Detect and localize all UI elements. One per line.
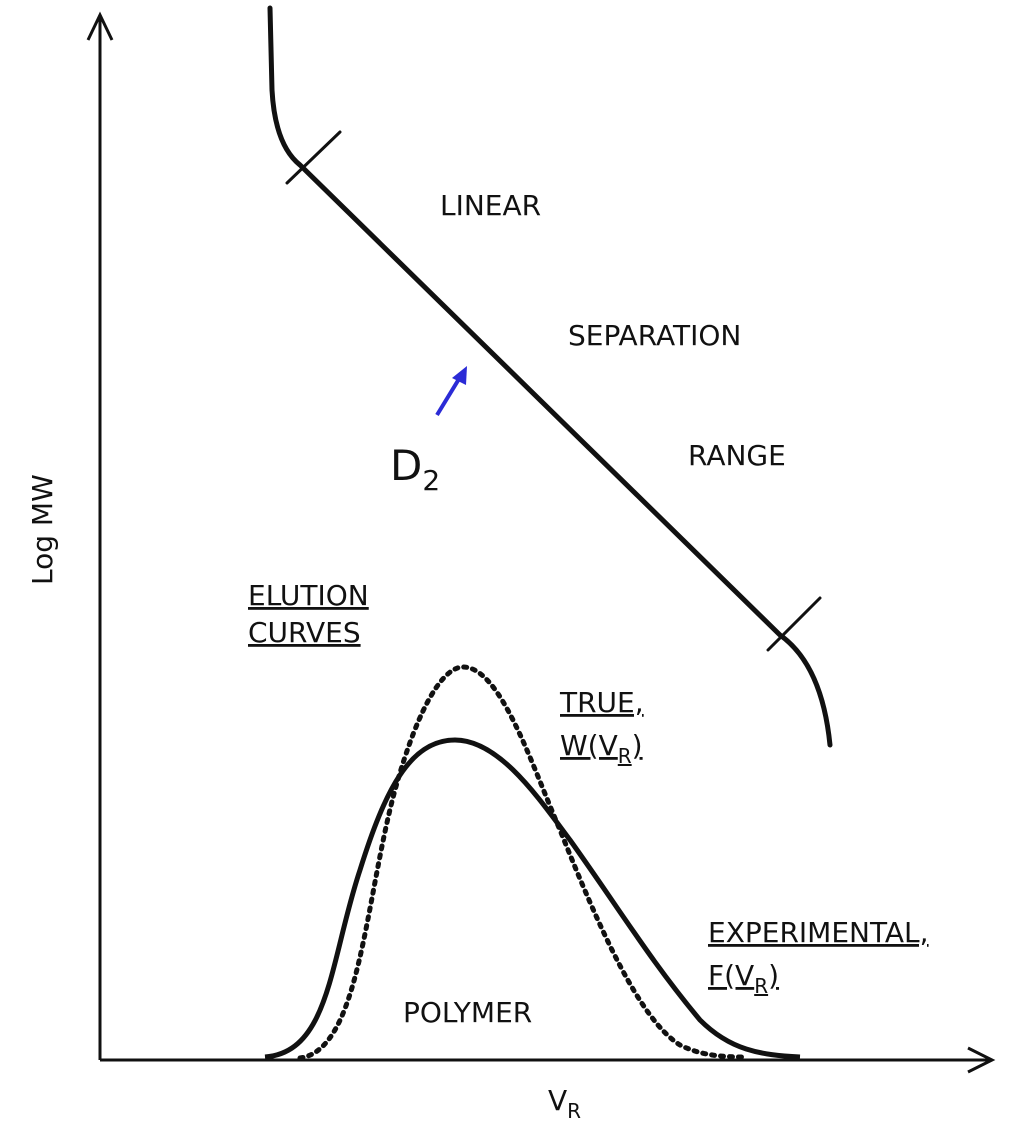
- x-label-sub: R: [567, 1099, 581, 1123]
- formula-sub: R: [618, 744, 632, 768]
- formula-main: F(V: [708, 959, 754, 992]
- true-curve: [297, 664, 748, 1061]
- y-arrow: [86, 11, 114, 41]
- label: RANGE: [688, 439, 786, 472]
- y-axis-label: Log MW: [26, 474, 59, 585]
- formula-close: ): [768, 959, 779, 992]
- annotation-main: D: [390, 441, 422, 490]
- formula-sub: R: [754, 974, 768, 998]
- x-label-main: V: [548, 1084, 567, 1117]
- x-axis-label: VR: [548, 1084, 581, 1123]
- annotation-arrowhead: [452, 366, 467, 385]
- calibration-curve: [267, 5, 833, 748]
- calibration-line: [267, 5, 833, 748]
- x-arrow: [967, 1046, 996, 1074]
- area-label: POLYMER: [403, 996, 532, 1029]
- range-tick: [285, 130, 342, 185]
- curve-formula: F(VR): [708, 959, 779, 998]
- legend-title: ELUTION: [248, 579, 369, 612]
- annotation: D2: [390, 441, 440, 497]
- legend-title: CURVES: [248, 616, 361, 649]
- annotation-sub: 2: [422, 464, 440, 497]
- experimental-curve: [264, 737, 801, 1060]
- label: LINEAR: [440, 189, 541, 222]
- label: SEPARATION: [568, 319, 741, 352]
- range-tick: [766, 596, 822, 652]
- curve-name: TRUE,: [559, 686, 644, 719]
- curve-formula: W(VR): [560, 729, 643, 768]
- curve-name: EXPERIMENTAL,: [708, 916, 929, 949]
- formula-main: W(V: [560, 729, 618, 762]
- formula-close: ): [632, 729, 643, 762]
- axes: [86, 11, 996, 1074]
